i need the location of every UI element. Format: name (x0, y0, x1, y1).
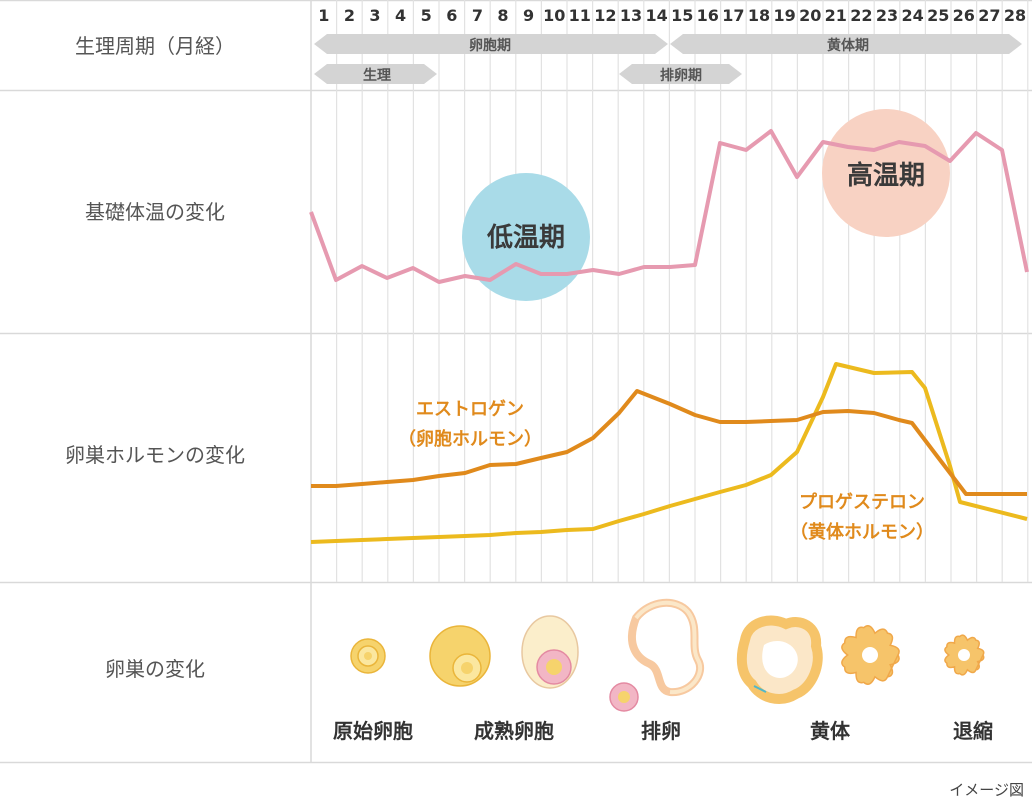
stage-label-primordial-follicle: 原始卵胞 (333, 719, 413, 743)
corpus-luteum-icon (736, 615, 823, 704)
day-number: 16 (697, 6, 719, 25)
row-label-cycle: 生理周期（月経） (75, 34, 235, 58)
estrogen-label-2: （卵胞ホルモン） (398, 428, 542, 450)
low-temp-label: 低温期 (486, 223, 565, 253)
stage-label-regression: 退縮 (953, 719, 993, 743)
day-number: 1 (318, 6, 329, 25)
row-label-ovary: 卵巣の変化 (105, 657, 205, 681)
phase-label-follicular: 卵胞期 (469, 37, 511, 54)
progesterone-label-2: （黄体ホルモン） (790, 521, 934, 543)
regression-icon (944, 634, 985, 676)
day-number: 4 (395, 6, 406, 25)
corpus-luteum-flower-icon (841, 625, 900, 685)
phase-label-luteal: 黄体期 (827, 37, 869, 54)
high-temp-label: 高温期 (847, 160, 925, 191)
basal-body-temperature-line (309, 129, 1029, 284)
day-number: 26 (953, 6, 975, 25)
day-number: 24 (901, 6, 923, 25)
day-number: 27 (978, 6, 1000, 25)
day-number-row: 1 2 3 4 5 6 7 8 9 10 11 12 13 14 15 16 17 18 19 20 21 22 23 24 2… (318, 6, 1026, 25)
estrogen-label-1: エストロゲン (416, 398, 524, 420)
progesterone-line (310, 362, 1028, 544)
stage-label-ovulation: 排卵 (641, 719, 681, 743)
day-number: 5 (421, 6, 432, 25)
row-label-bbt: 基礎体温の変化 (85, 200, 225, 224)
day-number: 21 (825, 6, 847, 25)
day-number: 10 (543, 6, 565, 25)
phase-arrow-luteal: 黄体期 (670, 34, 1022, 54)
day-number: 15 (671, 6, 693, 25)
day-number: 2 (344, 6, 355, 25)
high-temp-bubble (822, 109, 950, 237)
caption: イメージ図 (949, 781, 1024, 799)
day-number: 18 (748, 6, 770, 25)
day-number: 6 (446, 6, 457, 25)
phase-label-menstruation: 生理 (363, 67, 391, 84)
day-number: 11 (569, 6, 591, 25)
low-temp-bubble (462, 173, 590, 301)
day-number: 3 (369, 6, 380, 25)
primordial-follicle-icon (350, 638, 386, 674)
day-number: 7 (472, 6, 483, 25)
day-number: 22 (850, 6, 872, 25)
row-label-hormone: 卵巣ホルモンの変化 (65, 443, 245, 467)
mature-follicle-icon (429, 625, 491, 687)
grid (0, 0, 1032, 764)
stage-label-corpus-luteum: 黄体 (810, 719, 851, 743)
progesterone-label-1: プロゲステロン (799, 491, 925, 513)
estrogen-line (311, 389, 1027, 496)
phase-label-ovulation-period: 排卵期 (660, 67, 702, 84)
phase-arrow-menstruation: 生理 (314, 64, 437, 84)
day-number: 14 (645, 6, 667, 25)
day-number: 25 (927, 6, 949, 25)
day-number: 28 (1004, 6, 1026, 25)
day-number: 17 (722, 6, 744, 25)
day-number: 23 (876, 6, 898, 25)
phase-arrow-ovulation: 排卵期 (619, 64, 742, 84)
day-number: 8 (497, 6, 508, 25)
day-number: 12 (594, 6, 616, 25)
day-number: 13 (620, 6, 642, 25)
phase-arrow-follicular: 卵胞期 (314, 34, 668, 54)
day-number: 19 (773, 6, 795, 25)
ovulation-icon (609, 598, 704, 712)
follicle-pink-icon (521, 615, 579, 689)
day-number: 20 (799, 6, 821, 25)
stage-label-mature-follicle: 成熟卵胞 (474, 719, 554, 743)
day-number: 9 (523, 6, 534, 25)
